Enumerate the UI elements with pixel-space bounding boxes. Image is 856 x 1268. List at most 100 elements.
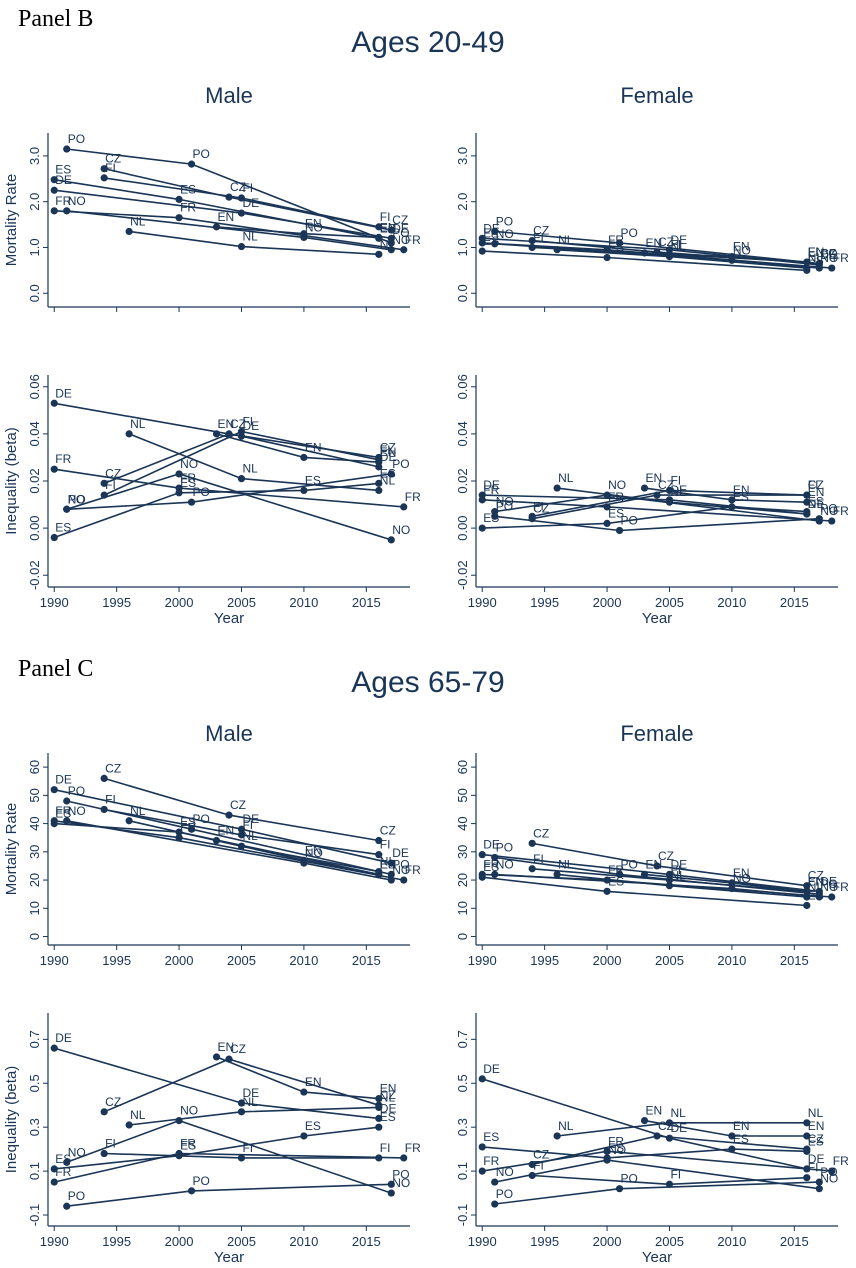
data-point-fi: [100, 1149, 108, 1158]
data-point-en: [640, 1116, 649, 1125]
series-line-nl: [129, 1106, 379, 1126]
point-label-es: ES: [733, 1132, 749, 1146]
y-tick-label: 1.0: [455, 238, 470, 256]
point-label-en: EN: [808, 1119, 825, 1133]
y-tick-label: 0.5: [455, 1074, 470, 1092]
data-point-nl: [375, 1103, 383, 1112]
point-label-de: DE: [670, 483, 687, 497]
data-point-fi: [803, 1174, 811, 1182]
x-tick-label: 2005: [655, 595, 684, 610]
chart-title: Female: [620, 83, 693, 108]
point-label-fi: FI: [242, 818, 253, 832]
point-label-fr: FR: [55, 452, 71, 466]
data-point-no: [387, 1189, 395, 1197]
point-label-no: NO: [608, 478, 626, 492]
point-label-fr: FR: [833, 880, 849, 894]
data-point-nl: [553, 484, 561, 492]
series-line-es: [482, 506, 807, 529]
point-label-fi: FI: [105, 1137, 116, 1151]
point-label-nl: NL: [130, 804, 146, 818]
point-label-en: EN: [380, 445, 397, 459]
point-label-no: NO: [392, 233, 410, 247]
y-tick-label: -0.1: [27, 1204, 42, 1226]
data-point-fr: [50, 1178, 58, 1186]
x-tick-label: 1995: [530, 953, 559, 968]
data-point-en: [212, 430, 221, 438]
point-label-fr: FR: [180, 201, 196, 215]
chart-c-female-mortality: Female 0 10 20 30 40 50 60 1990 1995 2000 2005 2010 2…: [455, 721, 849, 968]
data-point-fr: [50, 817, 58, 825]
data-point-no: [63, 1158, 71, 1166]
point-label-es: ES: [305, 473, 321, 487]
x-tick-label: 1990: [40, 953, 69, 968]
data-point-de: [478, 1075, 486, 1083]
data-point-nl: [553, 1132, 561, 1140]
point-label-en: EN: [646, 1104, 663, 1118]
point-label-no: NO: [180, 1104, 198, 1118]
data-point-fi: [528, 1171, 536, 1180]
data-point-es: [50, 176, 58, 184]
point-label-fi: FI: [533, 230, 544, 244]
series-line-po: [66, 1183, 392, 1207]
data-point-cz: [653, 491, 661, 499]
point-label-po: PO: [820, 877, 837, 891]
y-tick-label: 0.3: [455, 1118, 470, 1136]
data-point-nl: [375, 250, 383, 258]
data-point-de: [237, 1099, 246, 1107]
point-label-cz: CZ: [230, 417, 246, 431]
data-point-en: [803, 1132, 811, 1140]
point-label-es: ES: [608, 506, 624, 520]
data-point-es: [175, 489, 183, 497]
x-tick-label: 2010: [717, 595, 746, 610]
x-tick-label: 2000: [593, 953, 622, 968]
point-label-no: NO: [820, 880, 838, 894]
point-label-po: PO: [193, 812, 210, 826]
x-tick-label: 1990: [468, 953, 497, 968]
point-label-nl: NL: [558, 1119, 574, 1133]
point-label-no: NO: [392, 863, 410, 877]
point-label-fi: FI: [380, 210, 391, 224]
y-axis-label: Inequality (beta): [3, 427, 20, 535]
data-point-po: [63, 145, 71, 153]
data-point-es: [375, 1123, 383, 1131]
data-point-fr: [478, 1167, 486, 1175]
point-label-nl: NL: [808, 1106, 824, 1120]
point-label-nl: NL: [670, 240, 686, 254]
point-label-po: PO: [820, 1165, 837, 1179]
point-label-es: ES: [808, 253, 824, 267]
point-label-no: NO: [496, 857, 514, 871]
data-point-no: [63, 817, 71, 825]
y-axis-label: Mortality Rate: [3, 803, 20, 896]
data-point-cz: [100, 774, 108, 783]
point-label-po: PO: [820, 247, 837, 261]
data-point-po: [615, 526, 624, 535]
point-label-no: NO: [820, 251, 838, 265]
data-point-no: [815, 264, 823, 272]
point-label-no: NO: [305, 220, 323, 234]
data-point-cz: [528, 839, 536, 847]
data-point-cz: [225, 811, 233, 819]
data-point-de: [387, 859, 395, 867]
point-label-es: ES: [55, 1152, 71, 1166]
data-point-fr: [50, 465, 58, 473]
data-point-cz: [653, 1132, 661, 1140]
y-tick-label: 2.0: [27, 193, 42, 211]
point-label-cz: CZ: [808, 1132, 824, 1146]
data-point-es: [50, 533, 58, 542]
point-label-no: NO: [68, 1145, 86, 1159]
series-line-es: [53, 482, 379, 539]
point-label-cz: CZ: [380, 1088, 396, 1102]
data-point-es: [803, 508, 811, 516]
point-label-po: PO: [392, 226, 409, 240]
data-point-po: [187, 498, 196, 506]
data-point-es: [300, 1132, 308, 1140]
data-point-fr: [50, 207, 58, 215]
data-point-cz: [387, 226, 395, 234]
group-title: Ages 65-79: [351, 666, 505, 699]
point-label-es: ES: [733, 490, 749, 504]
x-tick-label: 1990: [468, 1234, 497, 1249]
y-tick-label: 60: [27, 760, 42, 774]
data-point-no: [603, 1156, 611, 1164]
data-point-fr: [400, 503, 408, 511]
point-label-en: EN: [305, 217, 322, 231]
